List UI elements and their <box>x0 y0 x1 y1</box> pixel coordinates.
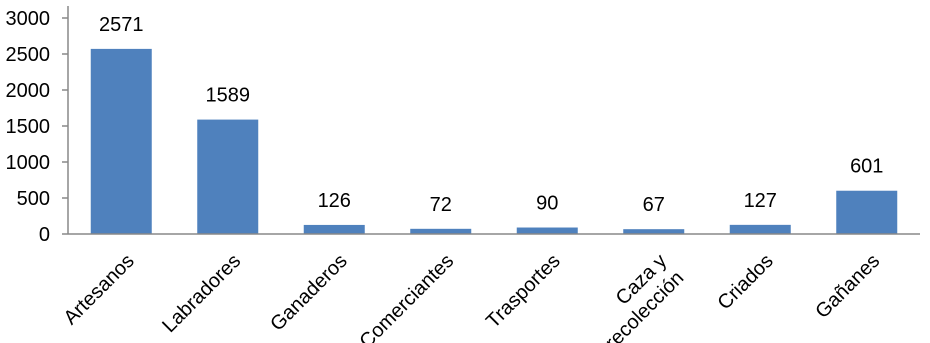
y-tick-label: 0 <box>39 224 50 246</box>
data-label: 72 <box>430 194 452 216</box>
bar <box>623 229 685 234</box>
bar <box>197 119 259 234</box>
x-axis-labels: Artesanos Labradores Ganaderos Comerciantes… <box>60 250 885 343</box>
y-axis-ticks: 0 500 1000 1500 2000 2500 3000 <box>6 8 68 246</box>
category-label: Comerciantes <box>355 250 458 343</box>
category-label: Gañanes <box>811 250 884 323</box>
category-label: Artesanos <box>60 250 139 329</box>
category-label: Caza yrecolección <box>584 250 688 343</box>
data-label: 601 <box>850 156 883 178</box>
category-label: Trasportes <box>482 250 565 333</box>
data-label: 127 <box>744 190 777 212</box>
data-label: 67 <box>643 194 665 216</box>
category-label: Ganaderos <box>266 250 352 336</box>
y-tick-label: 500 <box>17 188 50 210</box>
bar <box>410 228 472 234</box>
data-labels: 2571 1589 126 72 90 67 127 601 <box>99 14 883 216</box>
y-tick-label: 3000 <box>6 8 51 30</box>
bar <box>516 227 578 234</box>
y-tick-label: 2500 <box>6 44 51 66</box>
category-label-line: Gañanes <box>811 250 884 323</box>
bar <box>836 190 898 234</box>
category-label-line: Labradores <box>158 250 245 337</box>
category-label-line: Trasportes <box>482 250 565 333</box>
bar <box>303 224 365 234</box>
y-tick-label: 2000 <box>6 80 51 102</box>
category-label-line: Artesanos <box>60 250 139 329</box>
category-label-line: Ganaderos <box>266 250 352 336</box>
data-label: 2571 <box>99 14 144 36</box>
y-tick-label: 1500 <box>6 116 51 138</box>
y-tick-label: 1000 <box>6 152 51 174</box>
category-label: Labradores <box>158 250 245 337</box>
data-label: 1589 <box>206 85 251 107</box>
bar <box>90 48 152 234</box>
category-label-line: Criados <box>713 250 777 314</box>
bar <box>729 224 791 234</box>
category-label: Criados <box>713 250 777 314</box>
data-label: 90 <box>536 193 558 215</box>
category-label-line: Comerciantes <box>355 250 458 343</box>
bars <box>90 48 898 234</box>
data-label: 126 <box>318 190 351 212</box>
